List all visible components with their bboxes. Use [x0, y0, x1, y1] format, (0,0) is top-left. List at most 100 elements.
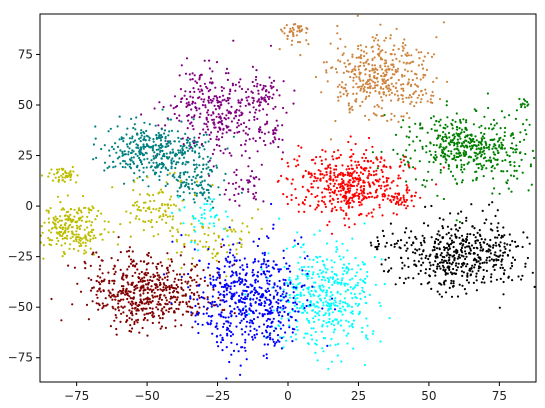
scatter-point — [440, 252, 443, 255]
scatter-point — [143, 316, 146, 320]
scatter-point — [178, 119, 181, 122]
scatter-point — [190, 146, 193, 149]
scatter-point — [289, 281, 292, 284]
scatter-point — [260, 273, 263, 276]
scatter-point — [326, 325, 329, 328]
scatter-point — [408, 130, 411, 133]
scatter-point — [189, 295, 192, 298]
scatter-point — [394, 70, 397, 73]
scatter-point — [117, 302, 120, 305]
scatter-point — [456, 138, 459, 141]
scatter-point — [293, 328, 296, 331]
scatter-point — [265, 235, 269, 238]
scatter-point — [371, 50, 374, 53]
scatter-point — [208, 81, 212, 84]
scatter-point — [451, 139, 454, 142]
scatter-point — [192, 198, 195, 201]
scatter-point — [303, 294, 306, 297]
scatter-point — [503, 234, 506, 237]
scatter-point — [404, 44, 407, 47]
scatter-point — [265, 353, 268, 356]
scatter-point — [347, 320, 350, 323]
scatter-point — [336, 175, 339, 178]
scatter-point — [172, 203, 176, 206]
scatter-point — [399, 177, 402, 180]
scatter-point — [217, 234, 220, 237]
scatter-point — [394, 202, 398, 205]
scatter-point — [296, 320, 299, 323]
scatter-point — [520, 278, 523, 281]
scatter-point — [495, 122, 498, 125]
scatter-point — [60, 230, 63, 234]
scatter-point — [115, 333, 118, 336]
scatter-point — [203, 179, 206, 182]
scatter-point — [188, 137, 191, 140]
scatter-point — [485, 167, 488, 170]
scatter-point — [62, 173, 65, 176]
scatter-point — [440, 295, 443, 298]
scatter-point — [245, 297, 248, 300]
scatter-point — [143, 276, 146, 279]
scatter-point — [310, 174, 313, 177]
scatter-point — [207, 96, 210, 100]
scatter-point — [329, 178, 332, 181]
scatter-point — [491, 246, 495, 249]
scatter-point — [114, 298, 117, 301]
scatter-point — [260, 163, 263, 166]
scatter-point — [119, 251, 122, 254]
scatter-point — [442, 131, 445, 134]
scatter-point — [54, 176, 57, 179]
scatter-point — [191, 78, 194, 81]
scatter-point — [135, 262, 138, 265]
scatter-point — [483, 137, 486, 140]
scatter-point — [366, 86, 369, 89]
scatter-point — [146, 207, 149, 210]
scatter-point — [512, 175, 516, 178]
scatter-point — [481, 209, 484, 212]
scatter-point — [428, 281, 431, 284]
scatter-point — [456, 134, 459, 137]
scatter-point — [339, 171, 342, 174]
scatter-point — [310, 289, 313, 293]
scatter-point — [425, 68, 429, 71]
scatter-point — [393, 93, 396, 96]
scatter-point — [266, 343, 270, 346]
scatter-point — [333, 191, 336, 194]
scatter-point — [380, 150, 383, 153]
scatter-point — [432, 94, 435, 97]
scatter-point — [472, 246, 475, 250]
scatter-point — [303, 265, 306, 268]
scatter-point — [352, 79, 355, 82]
scatter-point — [413, 259, 416, 262]
scatter-point — [342, 263, 346, 266]
scatter-point — [406, 191, 409, 194]
scatter-point — [182, 191, 185, 194]
scatter-point — [252, 99, 255, 102]
scatter-point — [438, 265, 441, 268]
scatter-point — [352, 180, 355, 183]
scatter-point — [194, 102, 197, 105]
scatter-point — [193, 241, 196, 244]
scatter-point — [72, 240, 75, 243]
scatter-point — [433, 157, 436, 160]
scatter-series — [140, 39, 296, 207]
scatter-point — [451, 141, 454, 144]
scatter-point — [278, 279, 281, 283]
scatter-point — [196, 140, 199, 143]
scatter-point — [304, 332, 307, 335]
scatter-point — [132, 291, 135, 294]
scatter-point — [343, 196, 346, 199]
scatter-point — [154, 286, 157, 290]
scatter-point — [459, 159, 462, 162]
scatter-series — [276, 135, 445, 235]
scatter-point — [343, 224, 347, 227]
scatter-point — [347, 187, 350, 190]
scatter-point — [267, 264, 270, 267]
scatter-point — [230, 298, 233, 301]
scatter-point — [265, 89, 268, 92]
scatter-point — [128, 317, 131, 320]
scatter-point — [133, 322, 136, 326]
scatter-point — [479, 234, 482, 238]
scatter-point — [96, 296, 99, 299]
scatter-point — [193, 136, 196, 139]
